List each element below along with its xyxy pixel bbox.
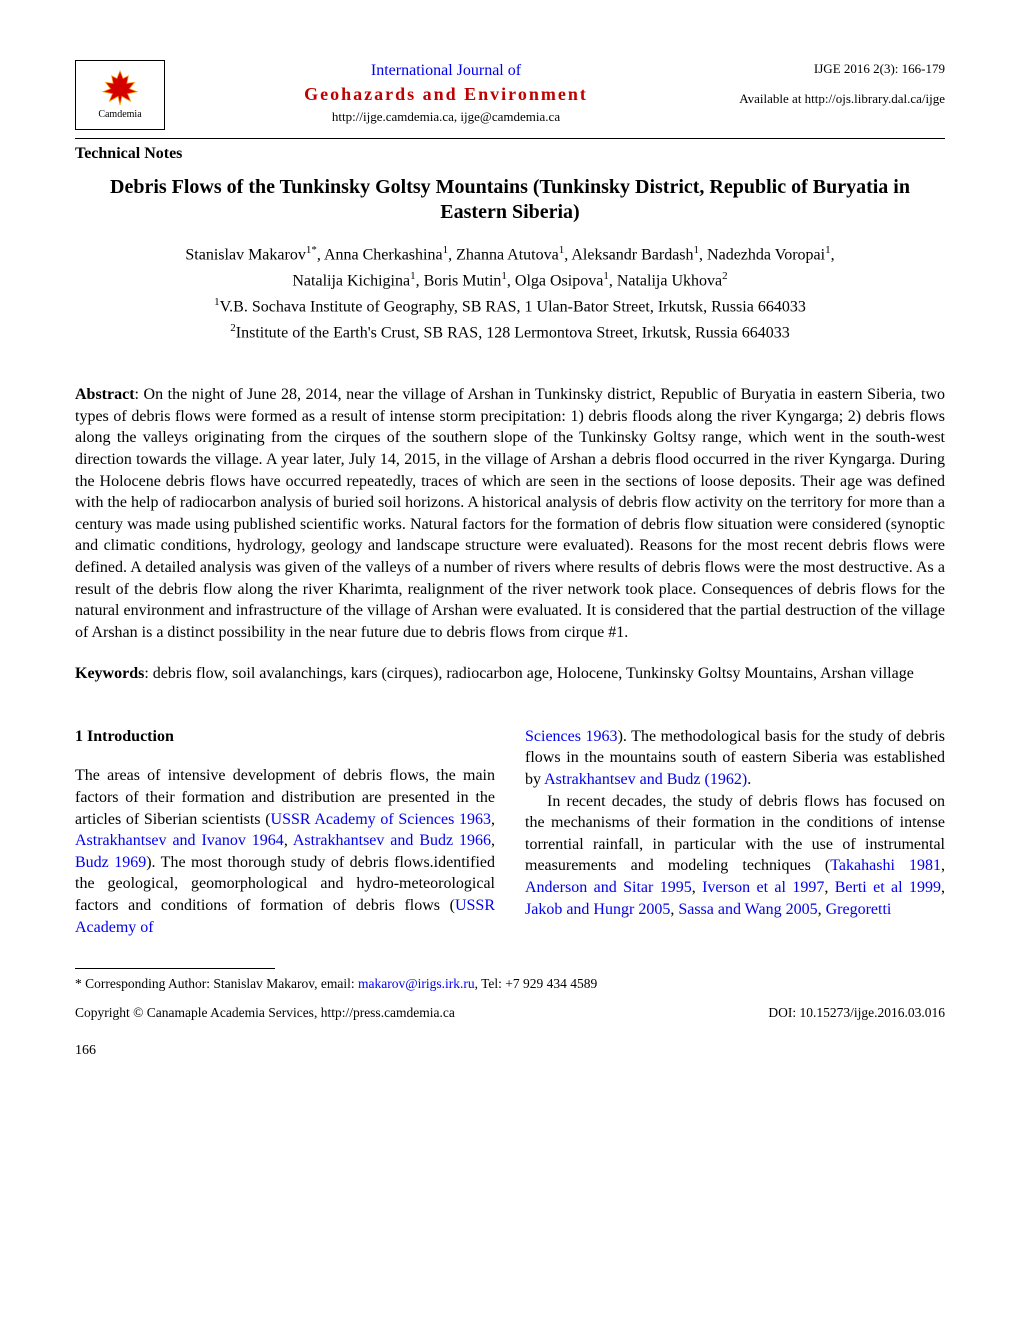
ref-link[interactable]: Gregoretti: [826, 901, 892, 918]
section-heading: 1 Introduction: [75, 726, 495, 748]
article-title: Debris Flows of the Tunkinsky Goltsy Mou…: [75, 175, 945, 225]
journal-url: http://ijge.camdemia.ca, ijge@camdemia.c…: [177, 108, 715, 126]
paragraph: In recent decades, the study of debris f…: [525, 791, 945, 921]
ref-link[interactable]: USSR Academy of Sciences 1963: [271, 811, 491, 828]
corresponding-author: * Corresponding Author: Stanislav Makaro…: [75, 975, 945, 994]
publisher-logo: Camdemia: [75, 60, 165, 130]
header-right: IJGE 2016 2(3): 166-179 Available at htt…: [715, 60, 945, 108]
affiliation-1: 1V.B. Sochava Institute of Geography, SB…: [75, 295, 945, 319]
authors-line1: Stanislav Makarov1*, Anna Cherkashina1, …: [75, 243, 945, 267]
citation-info: IJGE 2016 2(3): 166-179: [715, 60, 945, 78]
page-number: 166: [75, 1041, 945, 1061]
journal-name-line1: International Journal of: [177, 60, 715, 82]
journal-header: International Journal of Geohazards and …: [177, 60, 715, 126]
body-columns: 1 Introduction The areas of intensive de…: [75, 726, 945, 938]
maple-leaf-icon: [100, 68, 140, 108]
copyright-row: Copyright © Canamaple Academia Services,…: [75, 1004, 945, 1023]
ref-link[interactable]: Jakob and Hungr 2005: [525, 901, 670, 918]
authors-line2: Natalija Kichigina1, Boris Mutin1, Olga …: [75, 269, 945, 293]
article-type: Technical Notes: [75, 143, 945, 165]
header-rule: [75, 138, 945, 139]
ref-link[interactable]: Anderson and Sitar 1995: [525, 879, 692, 896]
ref-link[interactable]: Berti et al 1999: [835, 879, 941, 896]
ref-link[interactable]: Astrakhantsev and Ivanov 1964: [75, 832, 284, 849]
abstract-text: : On the night of June 28, 2014, near th…: [75, 386, 945, 641]
keywords: Keywords: debris flow, soil avalanchings…: [75, 663, 945, 685]
ref-link[interactable]: Iverson et al 1997: [702, 879, 824, 896]
ref-link[interactable]: Astrakhantsev and Budz 1966: [293, 832, 491, 849]
paragraph: Sciences 1963). The methodological basis…: [525, 726, 945, 791]
ref-link[interactable]: Astrakhantsev and Budz (1962): [544, 771, 747, 788]
column-right: Sciences 1963). The methodological basis…: [525, 726, 945, 938]
keywords-label: Keywords: [75, 665, 144, 682]
copyright-text: Copyright © Canamaple Academia Services,…: [75, 1004, 455, 1023]
availability-text: Available at http://ojs.library.dal.ca/i…: [715, 90, 945, 108]
email-link[interactable]: makarov@irigs.irk.ru: [358, 976, 475, 991]
ref-link[interactable]: Sciences 1963: [525, 728, 618, 745]
ref-link[interactable]: Sassa and Wang 2005: [678, 901, 817, 918]
abstract: Abstract: On the night of June 28, 2014,…: [75, 384, 945, 643]
affiliation-2: 2Institute of the Earth's Crust, SB RAS,…: [75, 321, 945, 345]
header: Camdemia International Journal of Geohaz…: [75, 60, 945, 130]
abstract-label: Abstract: [75, 386, 135, 403]
journal-name-line2: Geohazards and Environment: [177, 82, 715, 107]
paragraph: The areas of intensive development of de…: [75, 765, 495, 938]
ref-link[interactable]: Takahashi 1981: [830, 857, 941, 874]
footnote-rule: [75, 968, 275, 969]
column-left: 1 Introduction The areas of intensive de…: [75, 726, 495, 938]
publisher-name: Camdemia: [98, 108, 141, 122]
ref-link[interactable]: Budz 1969: [75, 854, 146, 871]
keywords-text: : debris flow, soil avalanchings, kars (…: [144, 665, 913, 682]
doi-text: DOI: 10.15273/ijge.2016.03.016: [768, 1004, 945, 1023]
